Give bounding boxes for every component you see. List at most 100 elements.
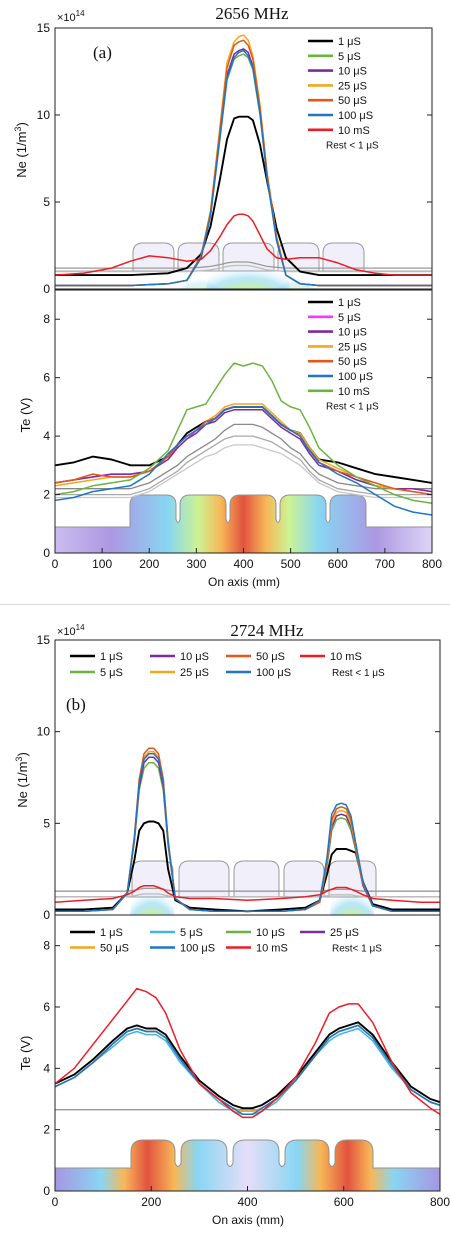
figure-a-exponent: ×1014 [57,9,85,24]
legend-rest-label: Rest < 1 μS [326,141,379,152]
y-tick-label: 0 [43,1184,50,1198]
series-line-5 [55,752,440,913]
legend-label: 1 μS [338,36,361,48]
y-tick-label: 8 [43,312,50,326]
legend-label: 100 μS [180,943,215,955]
legend-label: 100 μS [256,667,291,679]
y-tick-label: 6 [43,371,50,385]
legend-label: 10 μS [256,927,285,939]
legend-label: 5 μS [100,667,123,679]
legend-rest-label: Rest < 1 μS [332,668,385,679]
y-tick-label: 10 [37,108,51,122]
panel-a-ne-frame [54,27,433,290]
series-line-1 [55,406,432,493]
legend-label: 10 mS [330,651,362,663]
legend-label: 25 μS [338,80,367,92]
y-tick-label: 5 [43,195,50,209]
y-tick-label: 15 [37,633,51,647]
legend-label: 25 μS [330,927,359,939]
rest-series-line [55,887,440,892]
legend-label: 10 mS [256,943,288,955]
x-tick-label: 800 [422,557,442,571]
x-tick-label: 700 [375,557,395,571]
y-tick-label: 15 [37,21,51,35]
series-line-3 [55,1024,440,1113]
series-line-6 [55,884,440,903]
figure-b-exponent: ×1014 [57,623,85,638]
series-line-4 [55,1024,440,1113]
legend-label: 100 μS [338,110,373,122]
legend-label: 10 μS [338,327,367,339]
legend-label: 1 μS [338,297,361,309]
y-tick-label: 2 [43,1123,50,1137]
y-tick-label: 2 [43,488,50,502]
legend-label: 50 μS [338,356,367,368]
rest-series-line [55,435,432,496]
legend-label: 10 mS [338,386,370,398]
panel-a-ne-ylabel: Ne (1/m3) [13,122,29,178]
figure-divider [0,604,450,605]
rest-series-line [55,893,440,898]
panel-a-te: 0 2 4 6 8 0 100 200 300 400 500 600 700 800 Te (V) O… [18,289,442,589]
x-tick-label: 200 [141,1195,161,1209]
y-tick-label: 4 [43,429,50,443]
legend-label: 25 μS [180,667,209,679]
series-line-3 [55,403,432,496]
series-line-5 [55,1024,440,1116]
x-tick-label: 400 [233,557,253,571]
panel-a-ne-cavity [55,242,432,289]
panel-b-ne-ylabel: Ne (1/m3) [14,752,30,808]
panel-b-ne: 0 5 10 15 (b) Ne (1/m3) 1 μS 5 μS 10 μS 25 μS 5… [14,633,441,922]
legend-label: 100 μS [338,371,373,383]
legend-label: 1 μS [100,927,123,939]
legend-label: 5 μS [180,927,203,939]
y-tick-label: 5 [43,816,50,830]
legend-label: 50 μS [100,943,129,955]
legend-label: 1 μS [100,651,123,663]
legend-label: 25 μS [338,341,367,353]
x-tick-label: 600 [328,557,348,571]
y-tick-label: 0 [43,282,50,296]
y-tick-label: 4 [43,1061,50,1075]
panel-a-te-ylabel: Te (V) [18,398,33,433]
x-tick-label: 200 [139,557,159,571]
series-line-4 [55,406,432,496]
rest-series-line [55,444,432,499]
legend-label: 10 mS [338,125,370,137]
panel-a-te-cavity [55,494,432,553]
figure-a-title: 2656 MHz [215,4,289,23]
panel-b-te-ylabel: Te (V) [18,1036,33,1071]
x-tick-label: 0 [52,1195,59,1209]
panel-b-label: (b) [66,695,86,714]
panel-a-ne: 0 5 10 15 (a) Ne (1/m3) 1 μS 5 μS 10 μS 25 μS 5… [13,21,433,296]
series-line-6 [55,213,432,276]
panel-a-label: (a) [93,43,112,62]
y-tick-label: 0 [43,546,50,560]
rest-series-line [55,423,432,490]
rest-series-line [55,261,432,269]
series-line-0 [55,1021,440,1110]
figure-b-title: 2724 MHz [230,621,304,640]
legend-rest-label: Rest < 1 μS [326,402,379,413]
legend-label: 5 μS [338,51,361,63]
legend-label: 10 μS [338,66,367,78]
series-line-6 [55,362,432,505]
x-tick-label: 300 [186,557,206,571]
panel-b-te-xlabel: On axis (mm) [212,1213,284,1227]
series-line-6 [55,987,440,1119]
legend-label: 50 μS [338,95,367,107]
x-tick-label: 400 [237,1195,257,1209]
series-line-0 [55,115,432,277]
legend-label: 10 μS [180,651,209,663]
series-line-5 [55,49,432,287]
legend-label: 5 μS [338,312,361,324]
x-tick-label: 800 [430,1195,450,1209]
y-tick-label: 8 [43,939,50,953]
panel-b-te-cavity [55,1139,440,1191]
legend-label: 50 μS [256,651,285,663]
y-tick-label: 10 [37,725,51,739]
y-tick-label: 0 [43,908,50,922]
series-line-2 [55,1024,440,1113]
